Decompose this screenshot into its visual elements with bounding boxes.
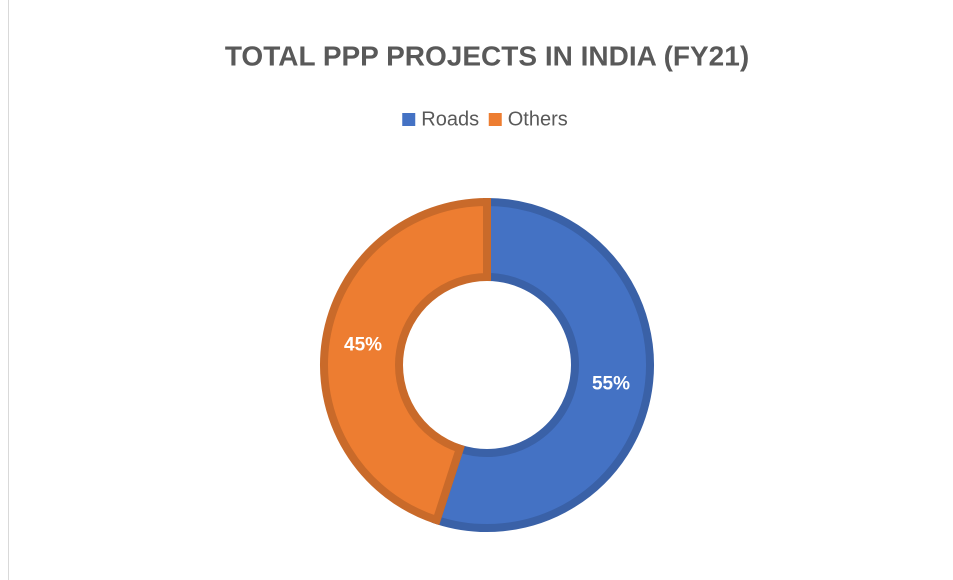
- donut-segment: [320, 197, 491, 526]
- legend-label: Others: [508, 108, 568, 130]
- data-label: 45%: [344, 334, 382, 355]
- chart-title: TOTAL PPP PROJECTS IN INDIA (FY21): [225, 40, 749, 71]
- data-label: 55%: [592, 374, 630, 395]
- legend-swatch: [488, 113, 502, 126]
- legend-label: Roads: [421, 108, 479, 130]
- donut-segment: [431, 197, 654, 532]
- legend: Roads Others: [402, 108, 568, 130]
- legend-swatch: [402, 113, 416, 126]
